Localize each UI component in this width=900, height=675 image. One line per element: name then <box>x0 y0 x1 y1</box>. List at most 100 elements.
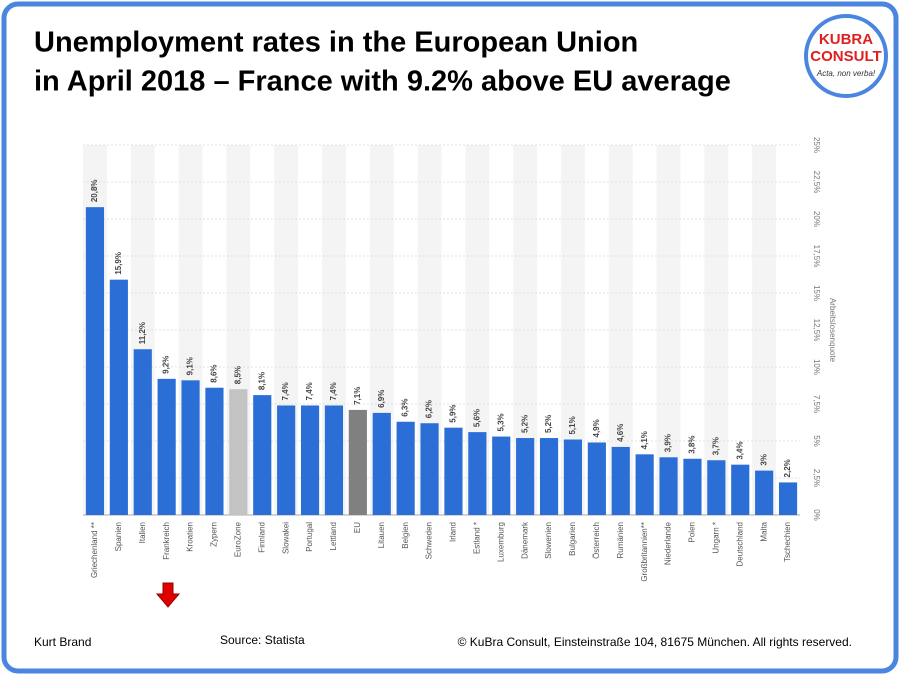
value-label: 3,8% <box>688 436 697 454</box>
title-line: Unemployment rates in the European Union <box>34 27 638 59</box>
plot: 0% 2,5% 5% 7,5% 10% 12,5% 15% 17,5% 20% 22,5% 25% A… <box>83 137 837 582</box>
y-tick-label: 15% <box>812 285 821 301</box>
bar <box>635 454 654 515</box>
x-tick-label: EuroZone <box>233 521 242 557</box>
value-label: 2,2% <box>783 459 792 477</box>
x-tick-label: Belgien <box>401 522 410 549</box>
value-label: 5,2% <box>520 415 529 433</box>
bar <box>133 349 152 515</box>
y-axis-label: Arbeitslosenquote <box>828 298 837 363</box>
x-tick-label: Tschechien <box>783 522 792 562</box>
logo-text: KUBRA <box>819 31 873 48</box>
value-label: 5,3% <box>496 413 505 431</box>
value-label: 9,1% <box>186 357 195 375</box>
y-tick-label: 25% <box>812 137 821 153</box>
bar <box>396 421 415 515</box>
x-tick-label: Malta <box>759 521 768 541</box>
value-label: 8,1% <box>257 372 266 390</box>
bar <box>420 423 439 515</box>
x-tick-label: Deutschland <box>735 522 744 566</box>
column-stripe <box>465 145 490 515</box>
value-label: 15,9% <box>114 252 123 275</box>
x-tick-label: Litauen <box>377 522 386 548</box>
value-label: 5,6% <box>472 409 481 427</box>
bar <box>181 380 200 515</box>
x-tick-label: Dänemark <box>520 521 529 559</box>
value-label: 3,4% <box>735 441 744 459</box>
value-label: 4,1% <box>640 431 649 449</box>
value-label: 8,6% <box>210 364 219 382</box>
value-label: 5,1% <box>568 416 577 434</box>
x-tick-label: Lettland <box>329 522 338 550</box>
bar <box>468 432 487 515</box>
x-tick-label: Kroatien <box>186 522 195 552</box>
bar <box>731 464 750 515</box>
bar <box>229 389 248 515</box>
value-label: 7,4% <box>329 382 338 400</box>
x-tick-label: Irland <box>449 522 458 542</box>
bar <box>659 457 678 515</box>
bar <box>372 412 391 515</box>
value-label: 5,2% <box>544 415 553 433</box>
x-tick-label: Portugal <box>305 522 314 552</box>
footer-copyright: © KuBra Consult, Einsteinstraße 104, 816… <box>458 635 852 649</box>
value-label: 4,6% <box>616 424 625 442</box>
y-tick-label: 22,5% <box>812 171 821 194</box>
bar <box>755 470 774 515</box>
footer-source: Source: Statista <box>220 633 305 647</box>
y-tick-label: 10% <box>812 359 821 375</box>
bar <box>324 405 344 515</box>
bar <box>277 405 296 515</box>
x-tick-label: Bulgarien <box>568 522 577 556</box>
bar <box>587 442 606 515</box>
value-label: 3,9% <box>664 434 673 452</box>
column-stripe <box>417 145 442 515</box>
highlight-arrow <box>155 582 181 608</box>
x-tick-label: Slowakei <box>281 522 290 554</box>
x-tick-label: Estland * <box>472 522 481 554</box>
x-tick-label: Österreich <box>592 522 601 559</box>
y-tick-label: 17,5% <box>812 245 821 268</box>
y-tick-label: 5% <box>812 435 821 447</box>
value-label: 9,2% <box>162 356 171 374</box>
x-tick-label: Rumänien <box>616 522 625 558</box>
bar <box>539 438 559 515</box>
bar <box>444 427 463 515</box>
x-tick-label: Finnland <box>257 522 266 553</box>
x-tick-label: Spanien <box>114 522 123 551</box>
logo: KUBRA CONSULT Acta, non verba! <box>804 14 888 98</box>
logo-motto: Acta, non verba! <box>816 69 876 78</box>
title-line: in April 2018 – France with 9.2% above E… <box>34 66 731 98</box>
value-label: 20,8% <box>90 179 99 202</box>
footer-author: Kurt Brand <box>34 635 91 649</box>
value-label: 3% <box>759 454 768 466</box>
x-tick-label: Slowenien <box>544 522 553 559</box>
bar <box>683 458 702 515</box>
bar <box>707 460 726 515</box>
x-tick-label: Großbritannien** <box>640 522 649 582</box>
bar <box>563 439 583 515</box>
x-tick-label: Schweden <box>425 522 434 559</box>
x-tick-label: Luxemburg <box>496 522 505 562</box>
value-label: 7,4% <box>305 382 314 400</box>
bar <box>253 395 272 515</box>
column-stripe <box>513 145 538 515</box>
x-tick-label: Zypern <box>210 522 219 547</box>
bar <box>85 207 105 515</box>
value-label: 6,3% <box>401 399 410 417</box>
value-label: 7,4% <box>281 382 290 400</box>
bar <box>348 409 367 515</box>
x-tick-label: Ungarn * <box>711 522 720 554</box>
bar <box>516 438 535 515</box>
y-tick-label: 2,5% <box>812 469 821 487</box>
x-tick-label: Italien <box>138 522 147 543</box>
logo-text: CONSULT <box>810 48 881 65</box>
value-label: 7,1% <box>353 387 362 405</box>
y-tick-label: 0% <box>812 509 821 521</box>
value-label: 6,9% <box>377 390 386 408</box>
x-tick-label: Frankreich <box>162 522 171 560</box>
y-tick-label: 20% <box>812 211 821 227</box>
bar <box>492 436 511 515</box>
bar <box>157 378 176 515</box>
